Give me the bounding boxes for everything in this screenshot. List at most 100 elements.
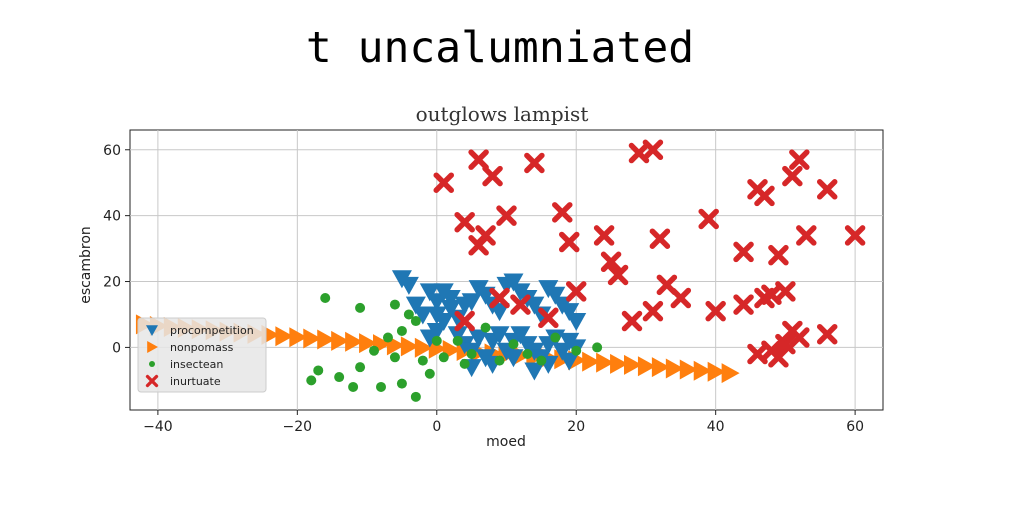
x-axis: −40 −20 0 20 40 60 (143, 410, 864, 435)
data-point (545, 286, 566, 305)
x-tick-label: 20 (567, 419, 585, 435)
data-point (596, 352, 615, 373)
y-axis: 0 20 40 60 (103, 143, 130, 356)
x-axis-label: moed (486, 434, 526, 450)
legend-label: procompetition (170, 324, 254, 337)
data-point (419, 283, 440, 302)
data-point (503, 349, 524, 368)
data-point (355, 362, 366, 373)
legend-marker (146, 325, 158, 336)
data-point (698, 208, 719, 230)
data-point (693, 360, 712, 381)
series-inurtuate (433, 139, 866, 368)
data-point (642, 139, 664, 161)
data-point (447, 309, 468, 328)
data-point (538, 307, 559, 329)
data-point (345, 331, 364, 352)
data-point (775, 333, 796, 355)
data-point (334, 372, 345, 383)
data-point (550, 332, 561, 343)
data-point (607, 264, 629, 286)
data-point (389, 352, 400, 363)
legend-marker (145, 374, 159, 388)
legend-item: insectean (149, 358, 223, 371)
data-point (624, 354, 642, 375)
data-point (707, 361, 726, 382)
y-tick-label: 60 (103, 143, 121, 159)
data-point (412, 306, 433, 325)
data-point (733, 294, 754, 315)
data-point (522, 349, 533, 359)
data-point (400, 336, 419, 357)
data-point (816, 179, 838, 200)
data-point (582, 351, 601, 372)
series-insectean (306, 293, 603, 402)
data-point (489, 326, 510, 345)
data-point (396, 325, 407, 336)
data-point (508, 339, 519, 350)
x-tick-label: −40 (143, 419, 173, 435)
data-point (306, 375, 317, 386)
x-tick-label: 40 (707, 419, 725, 435)
legend-label: insectean (170, 358, 223, 371)
data-point (503, 273, 524, 292)
data-point (565, 281, 587, 302)
data-point (438, 352, 449, 363)
chart-title: t uncalumniated (306, 23, 694, 73)
data-point (359, 333, 378, 354)
y-axis-label: escambron (78, 226, 94, 304)
data-point (414, 337, 433, 358)
data-point (331, 330, 350, 351)
data-point (313, 365, 324, 376)
legend-label: nonpomass (170, 341, 234, 354)
data-point (410, 391, 421, 402)
data-point (355, 302, 366, 313)
data-point (275, 326, 294, 347)
legend-item: nonpomass (147, 341, 234, 354)
data-point (376, 381, 386, 392)
data-point (768, 347, 789, 368)
data-point (844, 225, 866, 246)
data-point (651, 357, 670, 378)
data-point (459, 358, 470, 369)
data-point (610, 353, 629, 374)
data-point (637, 356, 656, 377)
data-point (417, 355, 428, 366)
x-tick-label: −20 (283, 419, 313, 435)
data-point (571, 345, 582, 356)
data-point (566, 313, 587, 332)
data-point (494, 355, 505, 366)
chart-legend: procompetition nonpomass insectean inurtuat… (137, 317, 267, 393)
data-point (536, 355, 547, 366)
chart-subtitle: outglows lampist (416, 102, 589, 126)
data-point (559, 303, 580, 322)
data-point (789, 149, 810, 170)
x-tick-label: 60 (846, 419, 864, 435)
data-point (775, 281, 796, 302)
data-point (593, 225, 615, 246)
data-point (552, 202, 573, 223)
data-point (489, 303, 510, 322)
legend-marker (149, 361, 155, 367)
data-point (480, 322, 491, 333)
data-point (649, 228, 671, 249)
data-point (679, 359, 698, 380)
data-point (454, 310, 475, 332)
data-point (531, 306, 552, 325)
data-point (440, 299, 461, 318)
legend-marker (147, 341, 158, 353)
data-point (754, 185, 775, 207)
data-point (389, 299, 400, 310)
data-point (398, 276, 419, 295)
data-point (454, 211, 475, 233)
data-point (782, 165, 803, 187)
data-point (665, 358, 684, 379)
data-point (369, 345, 380, 356)
data-point (396, 378, 407, 389)
y-tick-label: 0 (112, 340, 121, 356)
data-point (482, 165, 503, 187)
data-point (789, 327, 810, 348)
data-point (447, 326, 468, 345)
data-point (642, 300, 664, 322)
